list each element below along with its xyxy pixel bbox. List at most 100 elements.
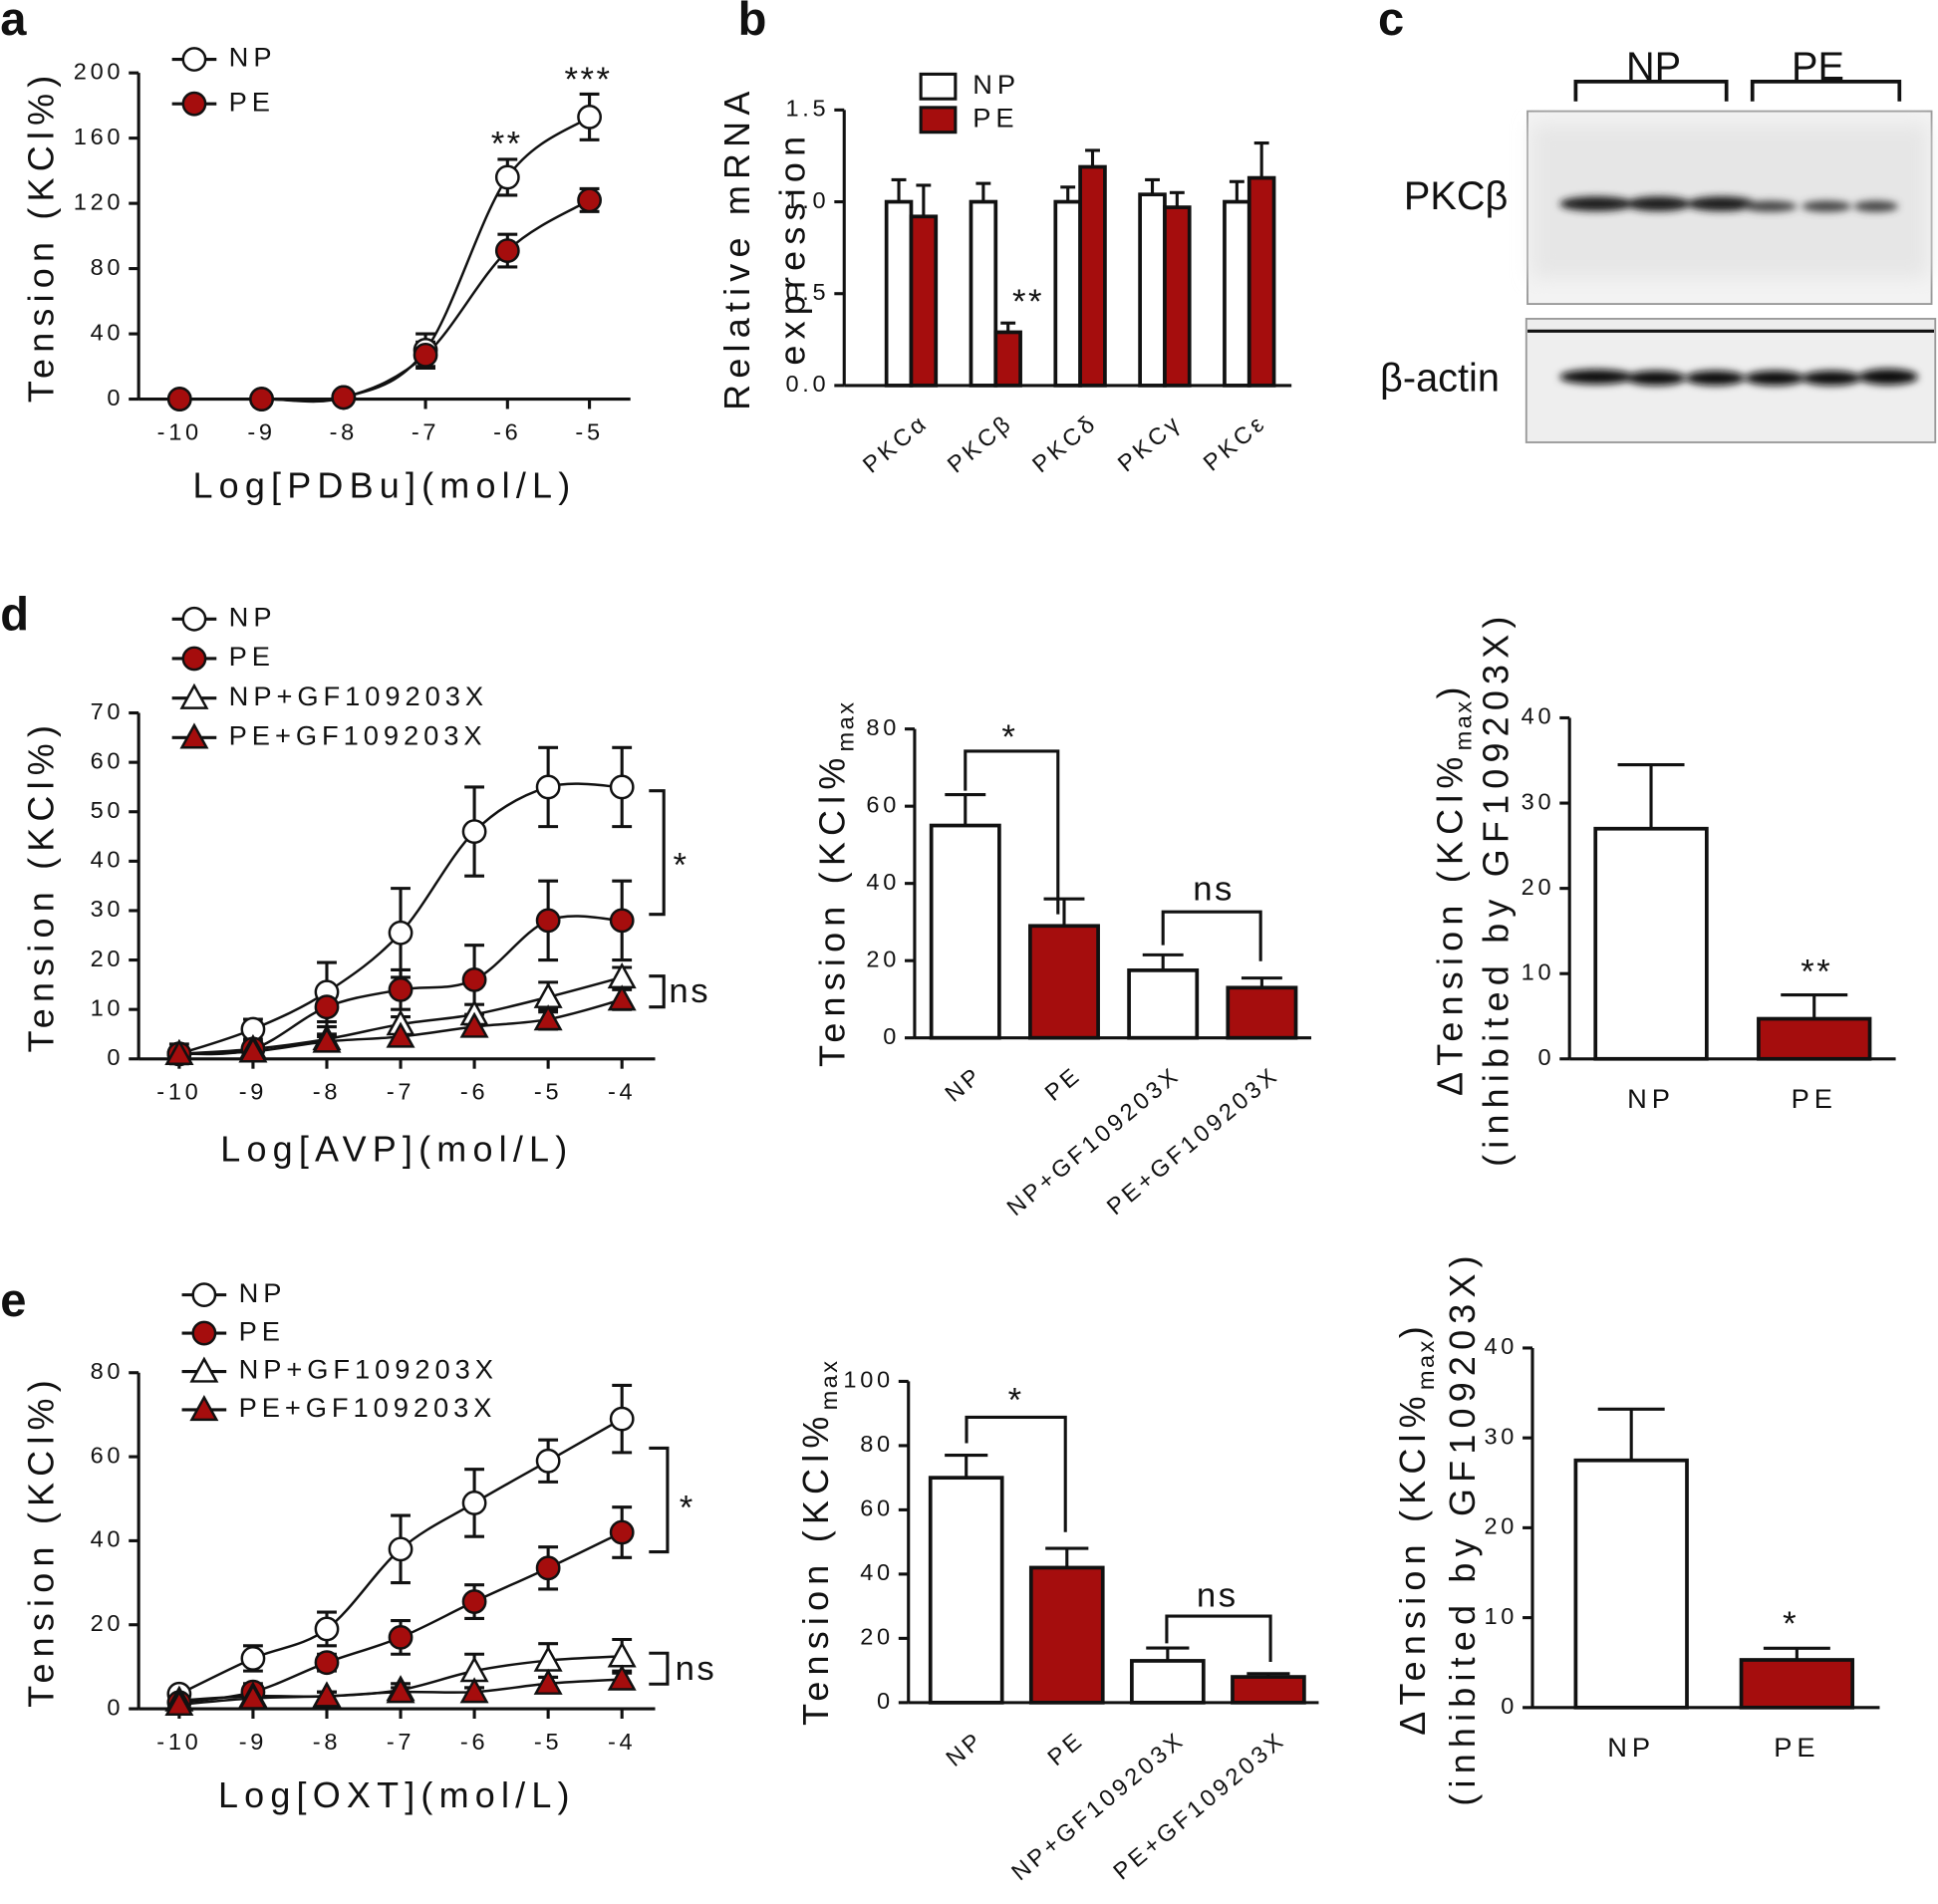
y-tick-label: 20 xyxy=(1484,1513,1518,1539)
y-tick-label: 20 xyxy=(866,946,900,971)
y-axis-label: (inhibited by GF109203X) xyxy=(1475,610,1516,1167)
bar xyxy=(1757,1016,1872,1061)
panel-letter: d xyxy=(0,588,29,641)
x-tick-label: -7 xyxy=(412,418,439,444)
marker xyxy=(314,994,340,1020)
y-tick-label: 160 xyxy=(74,124,124,149)
y-axis-label: Tension (KCl%max xyxy=(811,700,859,1067)
panel-letter: e xyxy=(0,1273,26,1326)
y-axis-label-text: ΔTension (KCl% xyxy=(1392,1390,1433,1736)
legend-marker xyxy=(181,91,207,117)
marker xyxy=(461,819,487,844)
annotation: ns xyxy=(1197,1577,1239,1615)
y-tick-label: 1.0 xyxy=(785,187,829,213)
bar xyxy=(928,1476,1004,1705)
y-tick-label: 80 xyxy=(860,1431,894,1457)
marker xyxy=(164,1038,194,1065)
x-tick-label: -9 xyxy=(239,1729,267,1755)
x-tick-label: -10 xyxy=(156,1729,201,1755)
marker xyxy=(166,387,192,411)
y-axis-label: (inhibited by GF109203X) xyxy=(1441,1249,1482,1806)
legend-marker xyxy=(189,1356,219,1383)
x-tick-label: PKCδ xyxy=(1027,408,1102,477)
y-axis-label: Tension (KCl%) xyxy=(20,70,61,404)
x-tick-label: NP xyxy=(940,1061,986,1107)
marker xyxy=(249,387,274,411)
bar xyxy=(909,214,939,388)
legend-swatch xyxy=(919,106,958,135)
marker xyxy=(386,1677,415,1704)
x-tick-label: -9 xyxy=(247,418,275,444)
y-axis-label-end: ) xyxy=(1429,680,1470,698)
group-label: NP xyxy=(1626,45,1681,89)
y-tick-label: 40 xyxy=(91,847,125,873)
y-tick-label: 0 xyxy=(107,385,124,410)
y-axis-label-text: Tension (KCl% xyxy=(795,1410,836,1725)
significance-bracket xyxy=(649,1446,670,1554)
y-axis-label-subscript: max xyxy=(833,700,859,752)
legend-marker xyxy=(191,1282,217,1308)
annotation: ** xyxy=(491,126,523,163)
legend-label: PE xyxy=(229,641,275,672)
y-tick-label: 10 xyxy=(1522,958,1555,984)
marker xyxy=(386,1021,415,1048)
y-axis-label: Tension (KCl%) xyxy=(20,719,61,1053)
bar xyxy=(1223,199,1251,388)
y-tick-label: 30 xyxy=(1484,1423,1518,1449)
y-tick-label: 20 xyxy=(91,1610,125,1636)
y-tick-label: 0.0 xyxy=(785,371,829,397)
y-axis-label-subscript: max xyxy=(1413,1338,1439,1390)
y-tick-label: 80 xyxy=(866,714,900,740)
annotation: *** xyxy=(565,61,613,99)
y-tick-label: 0 xyxy=(883,1023,900,1049)
legend-label: PE+GF109203X xyxy=(229,720,487,751)
legend-label: PE xyxy=(239,1315,285,1346)
marker xyxy=(312,1681,342,1708)
marker xyxy=(461,1589,487,1614)
x-tick-label: PE xyxy=(1774,1732,1819,1763)
y-axis-label: expression xyxy=(771,131,812,366)
legend-label: PE+GF109203X xyxy=(239,1392,497,1423)
x-tick-label: PE xyxy=(1040,1061,1086,1106)
x-tick-label: -10 xyxy=(157,418,202,444)
marker xyxy=(240,1646,266,1671)
x-tick-label: -4 xyxy=(608,1079,636,1105)
x-tick-label: PKCγ xyxy=(1113,408,1187,476)
annotation: ** xyxy=(1012,283,1044,321)
marker xyxy=(388,920,414,946)
y-tick-label: 120 xyxy=(74,188,124,214)
x-tick-label: PE xyxy=(1042,1726,1088,1770)
significance-bracket xyxy=(1165,1614,1272,1662)
x-tick-label: -10 xyxy=(156,1079,201,1105)
actin-bands xyxy=(1559,369,1918,386)
y-axis-label-text: Tension (KCl%) xyxy=(20,719,61,1053)
bar xyxy=(1226,985,1298,1040)
x-tick-label: PE+GF109203X xyxy=(1108,1726,1290,1884)
marker xyxy=(609,908,635,934)
y-tick-label: 1.5 xyxy=(785,96,829,122)
x-tick-label: PE xyxy=(1792,1083,1837,1114)
panel-letter: c xyxy=(1378,0,1404,45)
bar xyxy=(993,330,1022,388)
marker xyxy=(461,967,487,992)
legend-label: NP xyxy=(972,69,1020,100)
y-axis-label: ΔTension (KCl%max) xyxy=(1429,680,1477,1096)
x-tick-label: -5 xyxy=(575,418,603,444)
bar xyxy=(1573,1458,1689,1710)
y-tick-label: 10 xyxy=(1484,1603,1518,1629)
marker xyxy=(535,1448,561,1474)
y-tick-label: 80 xyxy=(91,254,125,280)
fit-line xyxy=(179,198,591,403)
bar xyxy=(1028,1565,1105,1705)
x-tick-label: -8 xyxy=(313,1079,341,1105)
marker xyxy=(533,1004,563,1031)
significance-bracket xyxy=(1161,910,1262,961)
x-axis-label: Log[PDBu](mol/L) xyxy=(192,464,576,505)
marker xyxy=(609,1406,635,1432)
bar xyxy=(1130,1659,1206,1705)
marker xyxy=(312,1026,342,1053)
legend-label: PE xyxy=(229,86,275,117)
panel-letter: b xyxy=(738,0,767,45)
